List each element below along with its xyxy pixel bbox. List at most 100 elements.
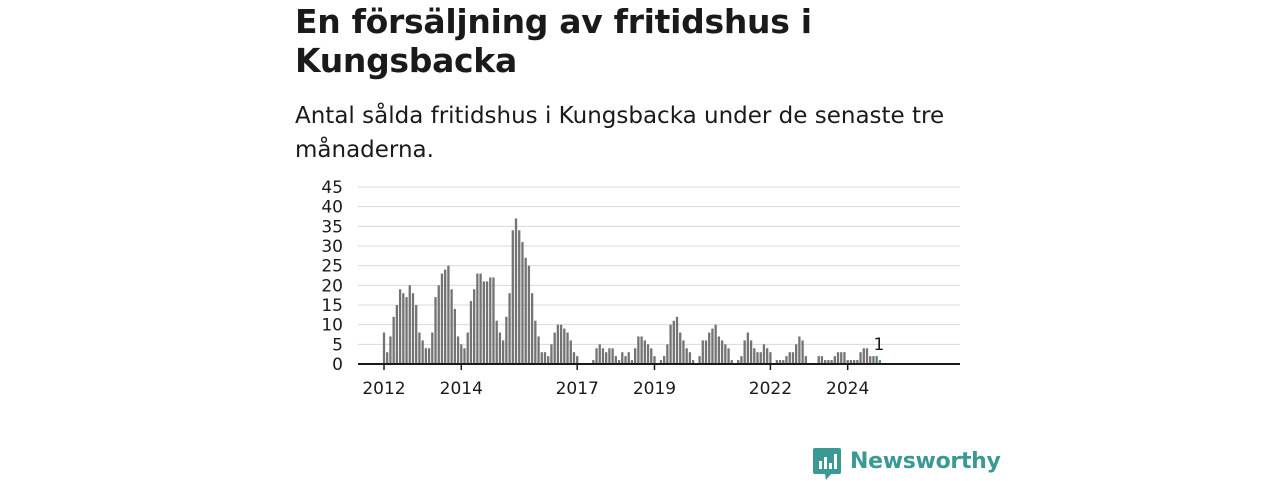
bar (714, 324, 717, 364)
bar (540, 352, 543, 364)
bar (865, 348, 869, 364)
bar (846, 360, 849, 364)
x-tick-labels: 2012 2014 2017 2019 2022 2024 (362, 364, 869, 399)
bar (427, 348, 431, 364)
bar (875, 356, 878, 364)
bar (720, 340, 724, 364)
newsworthy-logo: Newsworthy (813, 447, 1001, 481)
bar (521, 242, 524, 364)
y-tick-label: 25 (321, 257, 343, 277)
bar (398, 289, 402, 364)
bar (691, 360, 695, 364)
y-tick-label: 40 (321, 198, 343, 218)
bar (756, 352, 759, 364)
bar (566, 332, 569, 364)
x-tick-label: 2017 (556, 379, 599, 399)
bar (704, 340, 708, 364)
bar (785, 356, 788, 364)
bar (608, 348, 611, 364)
bar (711, 328, 714, 364)
bar (431, 332, 434, 364)
bar (788, 352, 791, 364)
bar (495, 320, 498, 364)
bar (637, 336, 640, 364)
bar (598, 344, 601, 364)
bar (849, 360, 853, 364)
bar (424, 348, 428, 364)
bar (666, 344, 669, 364)
bar (463, 348, 466, 364)
bar (627, 352, 630, 364)
bar (473, 289, 476, 364)
x-tick-label: 2024 (826, 379, 869, 399)
x-tick-label: 2022 (749, 379, 792, 399)
bar (769, 352, 772, 364)
bar (411, 293, 415, 364)
bar (675, 316, 679, 364)
bar (685, 348, 688, 364)
bar (466, 332, 469, 364)
y-tick-label: 15 (321, 296, 343, 316)
bar (737, 360, 740, 364)
bar (559, 324, 563, 364)
bar (492, 277, 495, 364)
bar (843, 352, 846, 364)
brand-name: Newsworthy (850, 449, 1001, 474)
bar-highlight (878, 360, 882, 364)
bar (833, 356, 836, 364)
bar (672, 320, 675, 364)
bar (527, 265, 531, 364)
bar (550, 344, 553, 364)
bar (456, 336, 460, 364)
bar (415, 305, 418, 364)
bar (753, 348, 756, 364)
bar (778, 360, 782, 364)
bar (827, 360, 830, 364)
bar (840, 352, 843, 364)
bar (730, 360, 733, 364)
bar (708, 332, 711, 364)
bar (724, 344, 727, 364)
bar (804, 356, 807, 364)
bar (727, 348, 730, 364)
bar (746, 332, 750, 364)
bar (595, 348, 598, 364)
bar (547, 356, 550, 364)
bar (514, 218, 518, 364)
bar (791, 352, 795, 364)
bar (460, 344, 463, 364)
bar (682, 340, 685, 364)
bar (749, 340, 753, 364)
bar (530, 293, 534, 364)
x-tick-label: 2019 (633, 379, 676, 399)
bar (698, 356, 701, 364)
bar (614, 356, 617, 364)
bar (817, 356, 820, 364)
bar (518, 230, 521, 364)
x-tick-label: 2014 (440, 379, 483, 399)
bar (489, 277, 492, 364)
x-tick-label: 2012 (362, 379, 405, 399)
bar (759, 352, 762, 364)
bar (479, 273, 482, 364)
bar (650, 348, 653, 364)
bar (501, 340, 505, 364)
y-tick-label: 35 (321, 217, 343, 237)
bar (418, 332, 421, 364)
bar (830, 360, 833, 364)
chart-card: En försäljning av fritidshus i Kungsback… (295, 0, 1001, 480)
bar (856, 360, 859, 364)
bar (688, 352, 692, 364)
bar (743, 340, 746, 364)
bar (646, 344, 650, 364)
bar (782, 360, 785, 364)
bar (576, 356, 579, 364)
bar (798, 336, 801, 364)
bar (669, 324, 672, 364)
bar (611, 348, 614, 364)
bar (872, 356, 875, 364)
bar (634, 348, 637, 364)
bar (717, 336, 721, 364)
bar (605, 352, 608, 364)
